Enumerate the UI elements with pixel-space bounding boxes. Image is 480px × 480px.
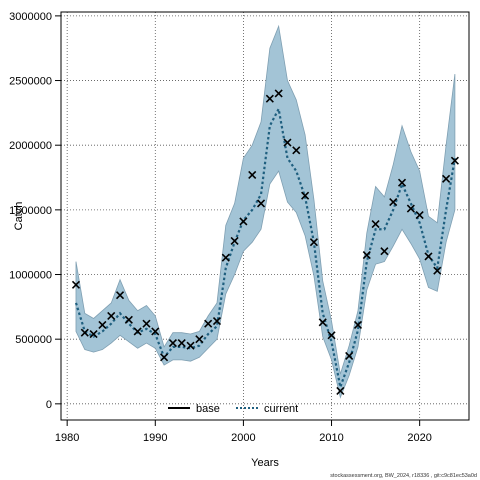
observed-point: [353, 320, 363, 330]
observed-point: [186, 341, 195, 350]
y-tick-label: 1500000: [9, 205, 52, 217]
observed-point: [256, 199, 266, 208]
y-tick-label: 3000000: [9, 11, 52, 23]
observed-point: [248, 170, 257, 180]
observed-point: [98, 320, 107, 330]
x-axis: 1980 1990 2000 2010 2020: [55, 420, 432, 444]
observed-point: [212, 317, 222, 326]
legend-label-current: current: [264, 403, 298, 415]
observed-point: [442, 174, 451, 183]
observed-point: [283, 138, 292, 147]
x-tick-label: 2010: [319, 432, 343, 444]
x-tick-label: 2020: [407, 432, 431, 444]
observed-point: [195, 335, 204, 344]
observed-point: [406, 204, 415, 213]
observed-point: [221, 253, 230, 262]
observed-point: [204, 319, 213, 328]
legend-label-base: base: [196, 403, 220, 415]
observed-point: [168, 338, 177, 348]
legend: base current: [168, 403, 298, 415]
y-tick-label: 1000000: [9, 270, 52, 282]
observed-point: [309, 238, 318, 247]
observed-points: [71, 89, 459, 395]
observed-point: [397, 178, 407, 187]
y-tick-label: 2000000: [9, 140, 52, 152]
x-axis-title: Years: [251, 457, 279, 469]
observed-point: [362, 251, 371, 260]
observed-point: [424, 252, 433, 261]
footer-note: stockassessment.org, BW_2024, r18336 , g…: [330, 473, 477, 479]
observed-point: [389, 198, 398, 207]
observed-point: [177, 338, 186, 348]
y-tick-label: 500000: [15, 334, 52, 346]
observed-point: [71, 280, 81, 289]
observed-point: [230, 236, 239, 245]
observed-point: [450, 156, 459, 165]
observed-point: [265, 94, 274, 103]
observed-point: [292, 146, 301, 155]
observed-point: [151, 327, 160, 336]
x-tick-label: 2000: [231, 432, 255, 444]
observed-point: [274, 89, 283, 98]
observed-point: [380, 247, 389, 256]
observed-point: [80, 328, 89, 337]
observed-point: [142, 319, 151, 328]
observed-point: [133, 327, 142, 336]
y-axis: 0 500000 1000000 1500000 2000000 2500000 30000…: [9, 11, 61, 411]
observed-point: [433, 266, 442, 275]
observed-point: [301, 191, 310, 200]
observed-point: [318, 318, 327, 327]
x-tick-label: 1980: [55, 432, 79, 444]
y-tick-label: 2500000: [9, 76, 52, 88]
observed-point: [124, 315, 133, 324]
observed-point: [115, 291, 125, 300]
observed-point: [89, 329, 98, 339]
observed-point: [327, 331, 336, 340]
observed-point: [107, 311, 116, 320]
observed-point: [371, 220, 380, 229]
y-tick-label: 0: [46, 399, 52, 411]
observed-point: [239, 217, 248, 226]
y-axis-title: Catch: [13, 202, 25, 231]
plot-frame: [60, 11, 470, 421]
observed-point: [160, 353, 169, 362]
observed-point: [336, 386, 345, 395]
observed-point: [415, 210, 424, 220]
x-tick-label: 1990: [143, 432, 167, 444]
observed-point: [345, 351, 354, 361]
